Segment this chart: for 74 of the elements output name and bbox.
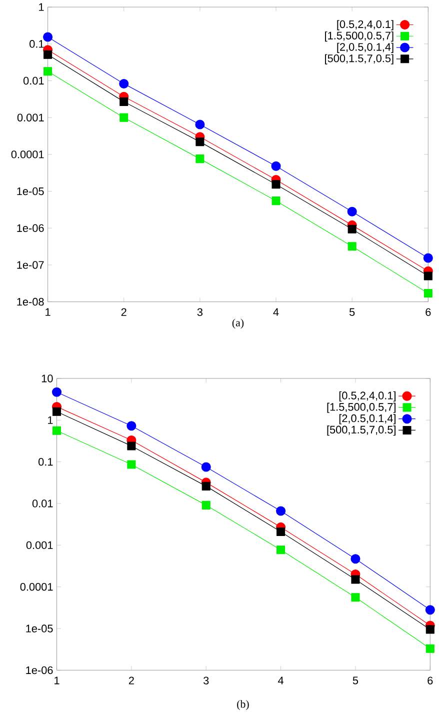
y-tick-label: 0.0001 bbox=[11, 150, 44, 158]
point bbox=[425, 605, 435, 615]
x-tick-label: 6 bbox=[426, 308, 431, 316]
point bbox=[424, 272, 432, 280]
point bbox=[426, 625, 434, 634]
legend-label: [2,0.5,0.1,4] bbox=[339, 414, 396, 424]
point bbox=[272, 180, 280, 189]
point bbox=[127, 460, 136, 469]
y-tick-label: 0.1 bbox=[38, 458, 53, 466]
point bbox=[120, 113, 128, 122]
point bbox=[350, 554, 360, 564]
y-tick-label: 1e-05 bbox=[26, 624, 53, 632]
point bbox=[42, 32, 53, 42]
point bbox=[196, 154, 204, 164]
point bbox=[43, 67, 52, 76]
legend-label: [1.5,500,0.5,7] bbox=[325, 31, 394, 42]
point bbox=[52, 407, 61, 416]
y-tick-label: 0.001 bbox=[17, 114, 44, 122]
y-tick-label: 1 bbox=[48, 416, 53, 424]
point bbox=[43, 50, 52, 59]
y-tick-label: 1e-08 bbox=[17, 298, 44, 306]
x-tick-label: 5 bbox=[352, 676, 358, 684]
point bbox=[202, 500, 210, 510]
legend-label: [0.5,2,4,0.1] bbox=[339, 391, 396, 402]
x-tick-label: 3 bbox=[203, 676, 209, 684]
x-tick-label: 4 bbox=[278, 676, 284, 684]
point bbox=[120, 97, 128, 106]
point bbox=[276, 546, 286, 554]
point bbox=[202, 482, 210, 490]
text: (b) bbox=[237, 700, 249, 710]
point bbox=[348, 224, 356, 234]
y-tick-label: 0.0001 bbox=[20, 582, 53, 591]
point bbox=[347, 206, 357, 216]
point bbox=[119, 78, 129, 88]
point bbox=[271, 161, 281, 171]
point bbox=[426, 644, 434, 653]
point bbox=[52, 426, 61, 435]
y-tick-label: 10 bbox=[42, 374, 53, 382]
point bbox=[126, 421, 136, 431]
y-tick-label: 1e-06 bbox=[17, 224, 44, 232]
legend-label: [500,1.5,7,0.5] bbox=[325, 54, 394, 64]
y-tick-label: 0.01 bbox=[32, 500, 53, 508]
legend-label: [1.5,500,0.5,7] bbox=[327, 402, 396, 413]
x-tick-label: 6 bbox=[428, 676, 433, 684]
point bbox=[276, 506, 286, 516]
y-tick-label: 1e-06 bbox=[26, 666, 53, 674]
text: (a) bbox=[232, 318, 244, 329]
point bbox=[276, 527, 286, 536]
point bbox=[351, 593, 360, 602]
y-tick-label: 1e-05 bbox=[17, 187, 44, 196]
x-tick-label: 2 bbox=[121, 308, 126, 316]
y-tick-label: 0.1 bbox=[29, 40, 44, 48]
point bbox=[201, 462, 211, 472]
point bbox=[196, 138, 204, 146]
x-tick-label: 3 bbox=[197, 308, 202, 316]
x-tick-label: 1 bbox=[54, 676, 60, 684]
y-tick-label: 0.01 bbox=[23, 76, 44, 85]
point bbox=[272, 196, 280, 206]
x-tick-label: 5 bbox=[349, 308, 355, 316]
y-tick-label: 1 bbox=[39, 3, 44, 11]
point bbox=[195, 120, 205, 130]
y-tick-label: 1e-07 bbox=[17, 261, 44, 269]
point bbox=[351, 575, 360, 584]
point bbox=[52, 387, 62, 397]
legend-label: [0.5,2,4,0.1] bbox=[337, 20, 394, 30]
point bbox=[423, 253, 433, 263]
y-tick-label: 0.001 bbox=[26, 541, 53, 550]
x-tick-label: 2 bbox=[128, 676, 134, 684]
x-tick-label: 4 bbox=[273, 308, 279, 316]
point bbox=[424, 289, 432, 298]
point bbox=[348, 242, 356, 251]
point bbox=[127, 442, 136, 450]
legend-label: [2,0.5,0.1,4] bbox=[337, 42, 394, 53]
legend-label: [500,1.5,7,0.5] bbox=[327, 426, 396, 436]
